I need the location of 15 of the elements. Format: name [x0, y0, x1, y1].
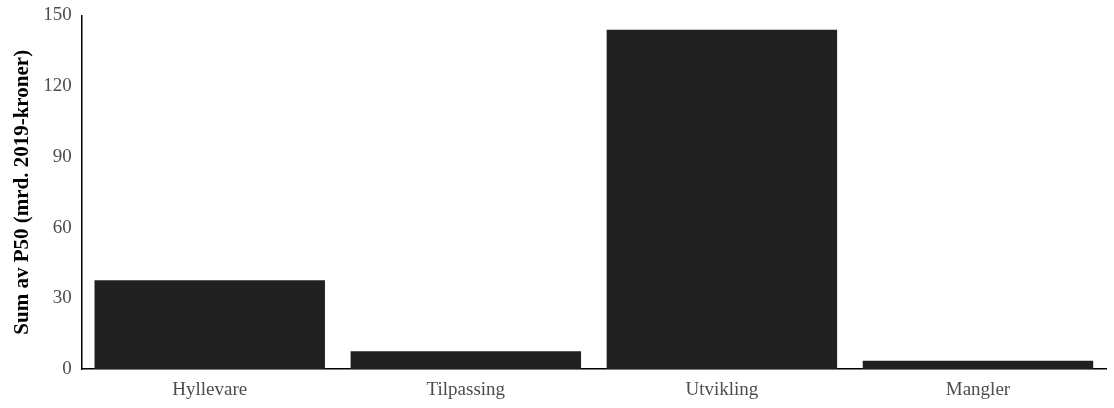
x-tick-label: Mangler: [945, 377, 1011, 399]
bar: [94, 280, 325, 370]
bar: [350, 351, 582, 370]
y-tick-label: 60: [52, 215, 72, 237]
y-tick-label: 120: [43, 74, 72, 96]
x-tick-label: Hyllevare: [172, 377, 248, 399]
bar: [606, 29, 838, 370]
bar: [862, 360, 1094, 370]
y-tick-label: 0: [62, 357, 72, 379]
x-tick-label: Tilpassing: [426, 377, 506, 399]
y-tick-label: 90: [52, 144, 72, 166]
x-tick-label: Utvikling: [685, 377, 759, 399]
y-tick-label: 30: [52, 286, 72, 308]
y-axis-title: Sum av P50 (mrd. 2019-kroner): [9, 49, 34, 335]
y-tick-label: 150: [43, 3, 72, 25]
